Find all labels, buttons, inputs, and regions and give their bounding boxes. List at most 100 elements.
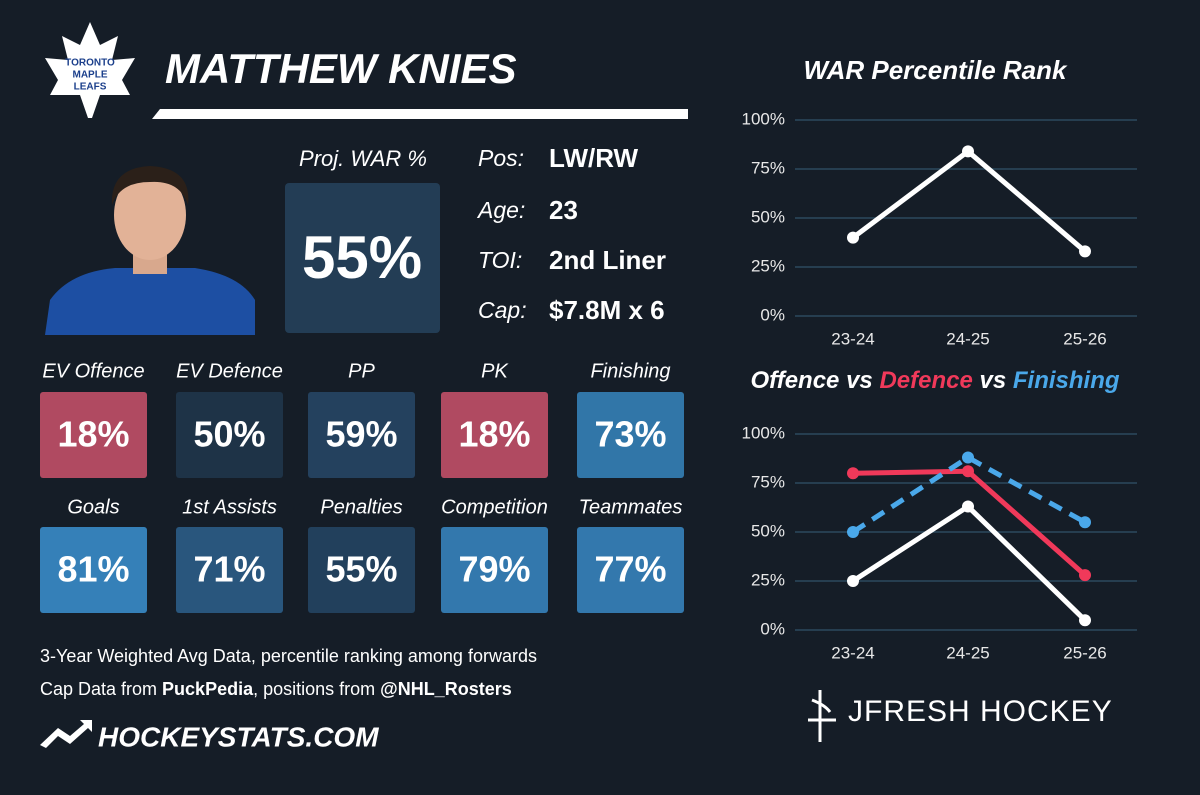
tile-value: 79% (458, 549, 530, 590)
y-tick-label: 75% (751, 472, 785, 491)
tile-value: 71% (193, 549, 265, 590)
proj-war-label: Proj. WAR % (299, 146, 427, 171)
hair (111, 166, 189, 205)
point (962, 500, 974, 513)
note: 3-Year Weighted Avg Data, percentile ran… (40, 646, 537, 666)
tile-value: 81% (57, 549, 129, 590)
title-sep: vs (846, 367, 873, 394)
y-tick-label: 50% (751, 521, 785, 540)
face (114, 170, 186, 260)
y-tick-label: 25% (751, 570, 785, 589)
title-series: Finishing (1013, 367, 1120, 394)
tile (308, 527, 415, 613)
tile (441, 527, 548, 613)
point (847, 575, 859, 587)
note-part: Cap Data from (40, 679, 162, 699)
point (962, 145, 974, 158)
tile (577, 392, 684, 478)
tile (40, 527, 147, 613)
tile-label: Competition (441, 496, 548, 518)
tile-label: 1st Assists (182, 496, 277, 518)
note: Cap Data from PuckPedia, positions from … (40, 679, 512, 699)
bio-value: 23 (549, 195, 578, 225)
point (1079, 569, 1091, 582)
tile-label: Penalties (320, 496, 402, 518)
tile (176, 527, 283, 613)
proj-war-box (285, 183, 440, 333)
logo-text: LEAFS (74, 82, 107, 93)
tile-value: 73% (594, 414, 666, 455)
bio-label: Age: (476, 197, 525, 223)
tile-label: PP (348, 360, 375, 382)
underline (152, 109, 688, 119)
tile-label: EV Offence (42, 360, 144, 382)
point (847, 467, 859, 480)
tile (441, 392, 548, 478)
tile-label: Teammates (579, 496, 683, 518)
point (847, 231, 859, 244)
tile (308, 392, 415, 478)
tile-label: EV Defence (176, 360, 283, 382)
bio-value: LW/RW (549, 143, 639, 173)
y-tick-label: 100% (742, 423, 785, 442)
tile-value: 77% (594, 549, 666, 590)
y-tick-label: 0% (760, 305, 785, 324)
point (1079, 245, 1091, 258)
y-tick-label: 75% (751, 158, 785, 177)
tile (176, 392, 283, 478)
x-tick-label: 24-25 (946, 643, 989, 662)
tile-value: 18% (458, 414, 530, 455)
bio-value: 2nd Liner (549, 245, 666, 275)
proj-war-value: 55% (302, 224, 422, 291)
point (1079, 614, 1091, 627)
tile-value: 55% (325, 549, 397, 590)
x-tick-label: 25-26 (1063, 329, 1106, 348)
y-tick-label: 50% (751, 207, 785, 226)
tile-value: 50% (193, 414, 265, 455)
jersey (45, 268, 255, 335)
tile-value: 18% (57, 414, 129, 455)
tile-label: Finishing (590, 360, 670, 382)
x-tick-label: 23-24 (831, 329, 874, 348)
tile (577, 527, 684, 613)
title-series: Defence (879, 367, 972, 394)
x-tick-label: 23-24 (831, 643, 874, 662)
point (962, 465, 974, 478)
y-tick-label: 0% (760, 619, 785, 638)
credit: JFRESH HOCKEY (848, 695, 1113, 728)
tile (40, 392, 147, 478)
tile-value: 59% (325, 414, 397, 455)
note-part: PuckPedia (162, 679, 254, 699)
x-tick-label: 25-26 (1063, 643, 1106, 662)
credit-mark (808, 690, 836, 742)
point (847, 526, 859, 538)
bio-label: Cap: (478, 297, 527, 323)
leaf (45, 22, 135, 118)
tile-label: PK (481, 360, 509, 382)
chart-title: Offence vs Defence vs Finishing (750, 367, 1119, 394)
bio-label: TOI: (478, 247, 522, 273)
team-logo: TORONTO MAPLE LEAFS (45, 22, 135, 118)
note-part: @NHL_Rosters (380, 679, 512, 699)
note-part: , positions from (253, 679, 380, 699)
point (1079, 516, 1091, 529)
point (962, 451, 974, 464)
brand: HOCKEYSTATS.COM (98, 721, 379, 752)
x-tick-label: 24-25 (946, 329, 989, 348)
title-series: Offence (750, 367, 839, 394)
player-photo (45, 166, 255, 335)
brand-icon (40, 720, 92, 748)
logo-text: MAPLE (73, 70, 108, 81)
title-sep: vs (979, 367, 1006, 394)
bio-label: Pos: (478, 145, 524, 171)
chart-title: WAR Percentile Rank (804, 55, 1069, 85)
tile-label: Goals (67, 496, 119, 518)
y-tick-label: 100% (742, 109, 785, 128)
y-tick-label: 25% (751, 256, 785, 275)
logo-text: TORONTO (65, 58, 115, 69)
credit-logo (808, 690, 836, 742)
bio-value: $7.8M x 6 (549, 295, 665, 325)
player-name: MATTHEW KNIES (165, 45, 517, 92)
